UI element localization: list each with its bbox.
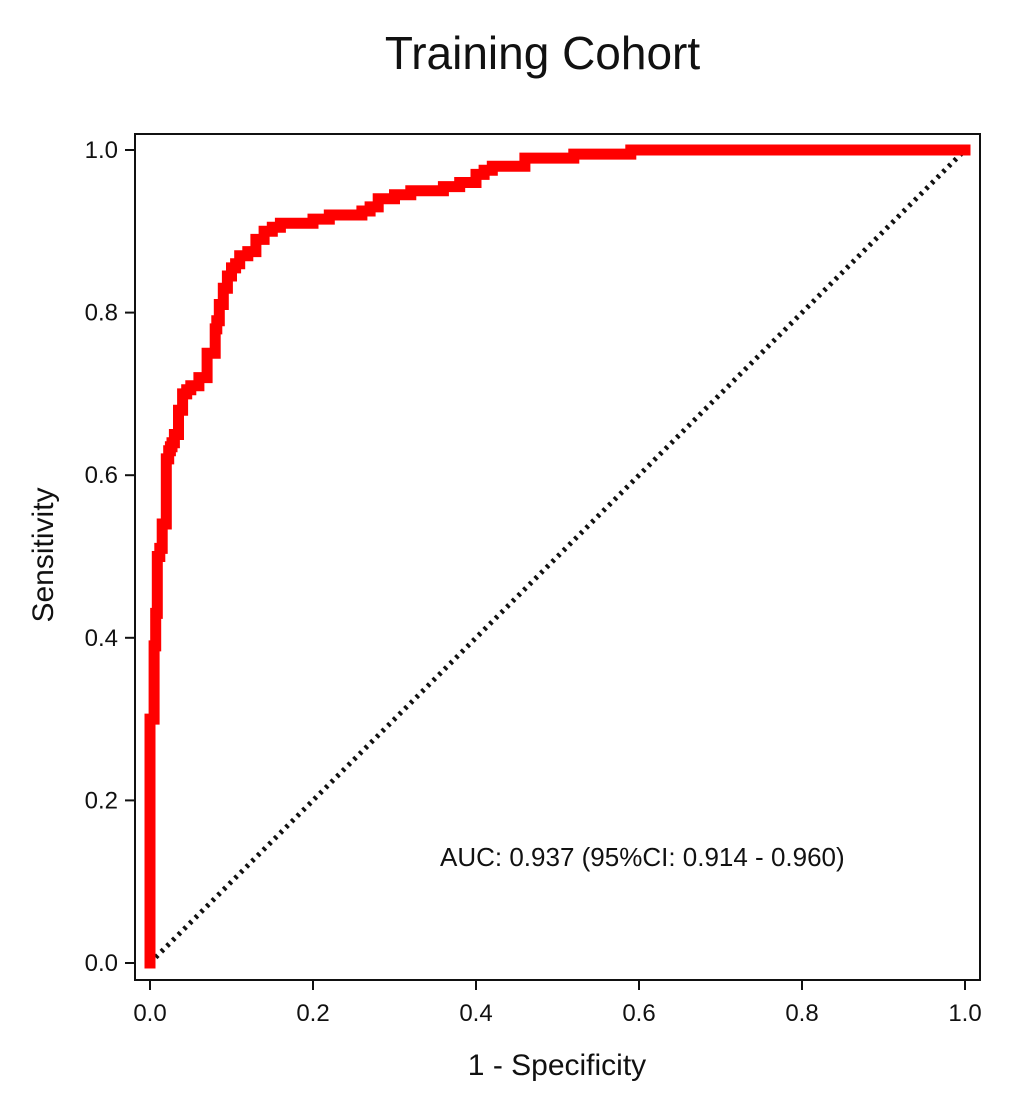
x-tick-label: 0.8 [785,1000,818,1027]
chart-title: Training Cohort [384,27,701,79]
roc-curve [144,144,971,969]
x-tick-label: 1.0 [948,1000,981,1027]
auc-annotation: AUC: 0.937 (95%CI: 0.914 - 0.960) [440,842,845,872]
y-tick-label: 0.0 [85,950,118,977]
x-tick-label: 0.2 [296,1000,329,1027]
plot-frame [134,133,981,981]
x-tick-label: 0.0 [133,1000,166,1027]
y-axis: 0.0 0.2 0.4 0.6 0.8 1.0 [85,137,135,977]
y-axis-title: Sensitivity [27,487,60,622]
y-tick-label: 0.6 [85,462,118,489]
y-tick-label: 1.0 [85,137,118,164]
x-tick-label: 0.6 [622,1000,655,1027]
x-axis-title: 1 - Specificity [468,1049,646,1082]
x-axis: 0.0 0.2 0.4 0.6 0.8 1.0 [133,980,982,1027]
y-tick-label: 0.2 [85,787,118,814]
y-tick-label: 0.4 [85,625,118,652]
x-tick-label: 0.4 [459,1000,492,1027]
y-tick-label: 0.8 [85,300,118,327]
